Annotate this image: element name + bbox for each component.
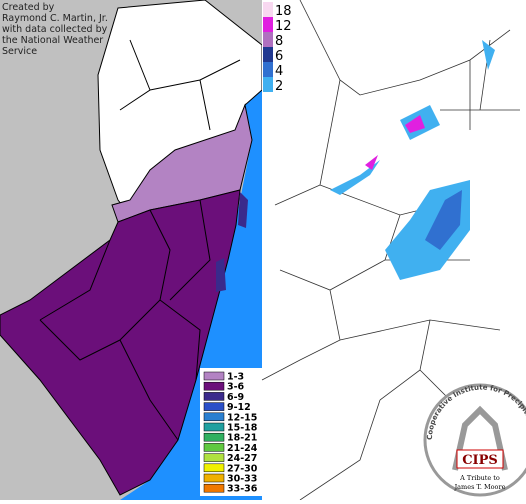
scale-swatch [263, 47, 273, 62]
band-6-9-coast [216, 258, 226, 292]
legend-label: 30-33 [227, 474, 257, 485]
legend-swatch [203, 473, 225, 483]
logo-tribute: A Tribute to [459, 474, 500, 482]
legend-swatch [203, 381, 225, 391]
legend-swatch [203, 402, 225, 411]
scale-label: 4 [275, 64, 283, 79]
legend-swatch [203, 412, 225, 422]
legend-label: 9-12 [227, 402, 251, 413]
legend-label: 24-27 [227, 453, 257, 464]
legend-label: 15-18 [227, 423, 258, 434]
scale-swatch [263, 77, 273, 92]
scale-label: 18 [275, 4, 292, 19]
legend-label: 18-21 [227, 433, 257, 444]
legend-swatch [203, 371, 225, 381]
legend-swatch [203, 483, 225, 493]
precip-max [365, 115, 425, 170]
logo-arch [452, 405, 508, 471]
logo-badge [456, 449, 504, 469]
legend-swatch [203, 443, 225, 452]
logo-person: James T. Moore [454, 483, 506, 491]
county-lines [39, 39, 241, 441]
legend-swatch [203, 432, 225, 442]
light-snow-band [111, 103, 253, 223]
legend-swatch [203, 463, 225, 473]
scale-swatch [263, 62, 273, 77]
scale-label: 6 [275, 49, 283, 64]
scale-swatch [263, 32, 273, 47]
scale-swatch [263, 17, 273, 32]
credit-line: the National Weather [2, 35, 103, 46]
scale-swatch [263, 2, 273, 17]
logo-acronym: CIPS [462, 453, 498, 468]
legend-label: 27-30 [227, 463, 258, 474]
scale-label: 8 [275, 34, 283, 49]
legend-label: 21-24 [227, 443, 258, 454]
legend-label: 1-3 [227, 372, 244, 383]
credit-line: Raymond C. Martin, Jr. [2, 13, 108, 24]
legend: 1-33-66-99-1212-1515-1818-2121-2424-2727… [203, 371, 258, 495]
band-6-9 [238, 192, 248, 228]
legend-label: 3-6 [227, 382, 245, 393]
legend-label: 6-9 [227, 392, 244, 403]
credit-line: Service [2, 46, 37, 57]
scale-label: 2 [275, 79, 283, 94]
legend-swatch [203, 422, 225, 432]
legend-swatch [203, 453, 225, 462]
legend-label: 12-15 [227, 412, 257, 423]
credit-line: with data collected by [2, 24, 108, 35]
scale-label: 12 [275, 19, 292, 34]
legend-swatch [203, 392, 225, 401]
credit-line: Created by [2, 2, 55, 13]
heavy-snow-area [0, 189, 241, 496]
legend-label: 33-36 [227, 484, 258, 495]
precip-core [425, 190, 462, 250]
